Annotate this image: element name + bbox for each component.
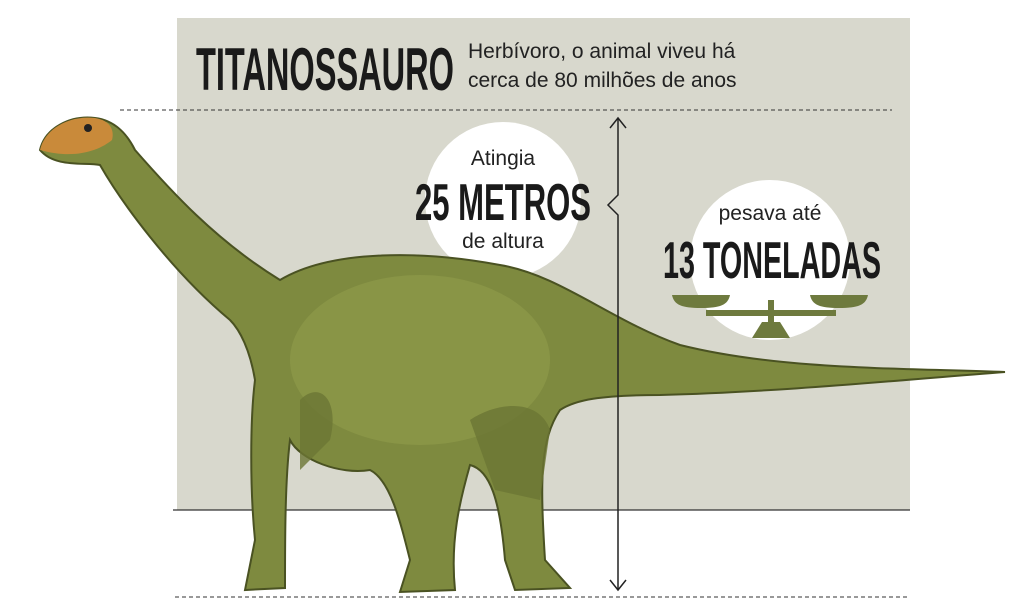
subtitle-line: Herbívoro, o animal viveu há xyxy=(468,40,736,63)
weight-circle xyxy=(690,180,850,340)
subtitle-line: cerca de 80 milhões de anos xyxy=(468,69,737,92)
weight-value: 13 TONELADAS xyxy=(663,232,881,290)
height-after: de altura xyxy=(462,230,544,253)
scale-icon xyxy=(672,295,868,338)
height-before: Atingia xyxy=(471,147,536,170)
height-arrow xyxy=(606,116,627,592)
height-circle xyxy=(425,122,581,278)
dinosaur xyxy=(38,116,1006,594)
weight-before: pesava até xyxy=(719,202,822,225)
title: TITANOSSAURO xyxy=(196,36,454,103)
height-value: 25 METROS xyxy=(415,174,591,232)
